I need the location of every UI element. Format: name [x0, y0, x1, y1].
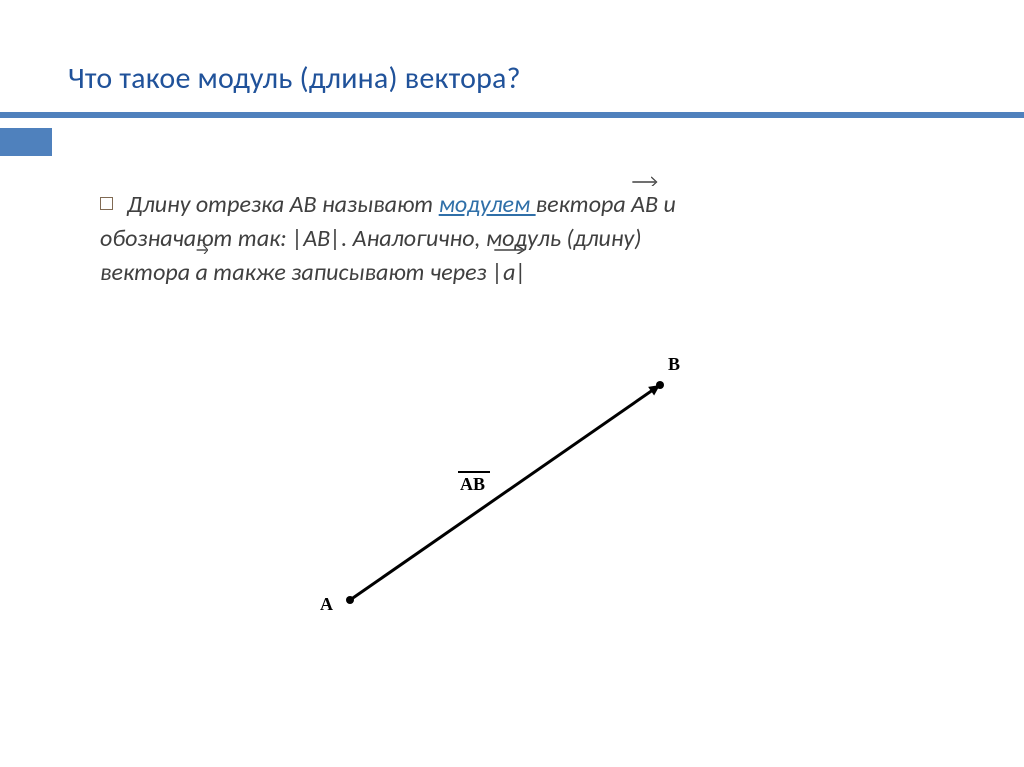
text-segment: a: [196, 258, 208, 287]
text-segment: AB: [631, 190, 658, 219]
svg-text:B: B: [668, 354, 680, 374]
body-text: Длину отрезка AB называют модулем вектор…: [100, 188, 920, 290]
text-segment: |a|: [492, 258, 526, 287]
link-modulem: модулем: [439, 190, 536, 219]
vector-arrow-icon: [196, 242, 208, 254]
vector-arrow-icon: [492, 242, 526, 254]
body-line-1: Длину отрезка AB называют модулем вектор…: [100, 188, 920, 222]
vector-a-inline: a: [196, 256, 208, 290]
text-segment: вектора: [536, 190, 632, 219]
text-segment: Длину отрезка AB называют: [127, 190, 439, 219]
title-rule: [0, 112, 1024, 118]
svg-text:AB: AB: [460, 474, 485, 494]
slide-title: Что такое модуль (длина) вектора?: [68, 60, 521, 97]
slide: Что такое модуль (длина) вектора? Длину …: [0, 0, 1024, 767]
text-segment: вектора: [100, 258, 196, 287]
vector-ab-inline: AB: [631, 188, 658, 222]
text-segment: и: [658, 190, 676, 219]
bullet-icon: [100, 197, 113, 210]
vector-arrow-icon: [631, 174, 658, 186]
mod-a-inline: |a|: [492, 256, 526, 290]
text-segment: также записывают через: [208, 258, 492, 287]
accent-block: [0, 128, 52, 156]
body-line-3: вектора a также записывают через |a|: [100, 256, 920, 290]
vector-diagram: ABAB: [290, 340, 730, 660]
svg-text:A: A: [320, 594, 333, 614]
